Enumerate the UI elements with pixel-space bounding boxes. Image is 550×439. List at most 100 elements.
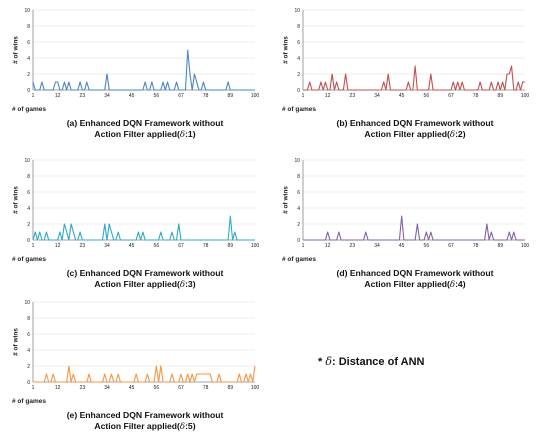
x-tick-label: 1 — [302, 243, 305, 249]
y-axis-label: # of wins — [13, 186, 20, 214]
x-tick-label: 100 — [521, 243, 530, 249]
line-chart-c: # of wins 0 2 4 6 8 10 1 12 23 34 45 56 67 78 89 100 # of… — [12, 158, 259, 263]
note-text: : Distance of ANN — [331, 356, 425, 368]
x-axis-label: # of games — [12, 106, 46, 113]
x-tick-label: 1 — [32, 243, 35, 249]
series-line — [303, 65, 525, 91]
y-tick-label: 10 — [24, 158, 30, 164]
x-tick-label: 12 — [55, 385, 61, 391]
y-tick-label: 10 — [24, 300, 30, 306]
x-tick-label: 100 — [521, 93, 530, 99]
y-tick-label: 6 — [297, 190, 300, 196]
x-tick-label: 23 — [350, 243, 356, 249]
x-tick-label: 56 — [154, 243, 160, 249]
x-tick-label: 67 — [178, 243, 184, 249]
delta-legend-note: * δ: Distance of ANN — [318, 355, 424, 368]
x-tick-label: 56 — [154, 93, 160, 99]
y-tick-label: 2 — [297, 72, 300, 78]
x-tick-label: 12 — [325, 243, 331, 249]
x-tick-label: 1 — [32, 385, 35, 391]
y-tick-label: 0 — [297, 88, 300, 94]
caption-line2: Action Filter applied(δ:1) — [94, 129, 196, 140]
x-tick-label: 89 — [498, 243, 504, 249]
y-tick-label: 2 — [297, 222, 300, 228]
x-tick-label: 34 — [104, 243, 110, 249]
x-tick-label: 67 — [178, 385, 184, 391]
y-tick-label: 6 — [27, 40, 30, 46]
x-tick-label: 89 — [498, 93, 504, 99]
x-tick-label: 1 — [32, 93, 35, 99]
y-tick-label: 2 — [27, 364, 30, 370]
series-line — [32, 215, 255, 241]
x-tick-label: 78 — [203, 243, 209, 249]
line-chart-a: # of wins 0 2 4 6 8 10 1 12 23 34 45 56 67 78 89 100 # of… — [12, 8, 260, 113]
x-tick-label: 12 — [55, 93, 61, 99]
x-tick-label: 100 — [251, 93, 260, 99]
y-tick-label: 6 — [27, 190, 30, 196]
x-tick-label: 56 — [154, 385, 160, 391]
x-tick-label: 45 — [129, 243, 135, 249]
series-line — [32, 49, 255, 91]
y-tick-label: 8 — [27, 174, 30, 180]
chart-panel-d: # of wins 0 2 4 6 8 10 1 12 23 34 45 56 67 78 89 100 # of… — [280, 150, 550, 292]
y-tick-label: 4 — [297, 206, 300, 212]
x-tick-label: 34 — [374, 93, 380, 99]
x-tick-label: 67 — [448, 93, 454, 99]
y-axis-label: # of wins — [283, 186, 290, 214]
x-tick-label: 23 — [80, 243, 86, 249]
y-axis-label: # of wins — [13, 328, 20, 356]
chart-caption-e: (e) Enhanced DQN Framework without Actio… — [10, 410, 280, 433]
y-tick-label: 0 — [27, 238, 30, 244]
y-tick-label: 4 — [27, 56, 30, 62]
chart-caption-d: (d) Enhanced DQN Framework without Actio… — [280, 268, 550, 291]
x-tick-label: 78 — [203, 93, 209, 99]
chart-caption-c: (c) Enhanced DQN Framework without Actio… — [10, 268, 280, 291]
x-tick-label: 67 — [178, 93, 184, 99]
x-tick-label: 67 — [448, 243, 454, 249]
x-axis-label: # of games — [282, 106, 316, 113]
x-tick-label: 89 — [228, 385, 234, 391]
x-tick-label: 34 — [104, 93, 110, 99]
x-tick-label: 45 — [399, 93, 405, 99]
y-tick-label: 0 — [27, 380, 30, 386]
y-axis-label: # of wins — [13, 36, 20, 64]
x-tick-label: 78 — [473, 93, 479, 99]
x-tick-label: 45 — [129, 93, 135, 99]
x-tick-label: 23 — [80, 385, 86, 391]
y-tick-label: 10 — [24, 8, 30, 14]
x-tick-label: 89 — [228, 93, 234, 99]
x-tick-label: 12 — [55, 243, 61, 249]
x-tick-label: 89 — [228, 243, 234, 249]
y-tick-label: 10 — [294, 8, 300, 14]
y-tick-label: 6 — [27, 332, 30, 338]
chart-panel-e: # of wins 0 2 4 6 8 10 1 12 23 34 45 56 67 78 89 100 # of… — [10, 292, 280, 434]
x-tick-label: 56 — [424, 243, 430, 249]
y-tick-label: 10 — [294, 158, 300, 164]
x-tick-label: 12 — [325, 93, 331, 99]
chart-panel-a: # of wins 0 2 4 6 8 10 1 12 23 34 45 56 67 78 89 100 # of… — [10, 0, 280, 142]
y-tick-label: 8 — [297, 174, 300, 180]
caption-line1: (a) Enhanced DQN Framework without — [66, 118, 224, 128]
series-line — [33, 365, 256, 383]
x-tick-label: 34 — [104, 385, 110, 391]
line-chart-b: # of wins 0 2 4 6 8 10 1 12 23 34 45 56 67 78 89 100 # of… — [282, 8, 530, 113]
x-tick-label: 34 — [374, 243, 380, 249]
note-symbol: δ — [325, 355, 332, 368]
x-tick-label: 78 — [203, 385, 209, 391]
chart-panel-c: # of wins 0 2 4 6 8 10 1 12 23 34 45 56 67 78 89 100 # of… — [10, 150, 280, 292]
caption-line2: Action Filter applied(δ:3) — [94, 279, 196, 290]
caption-line2: Action Filter applied(δ:5) — [94, 421, 196, 432]
caption-line2: Action Filter applied(δ:2) — [364, 129, 466, 140]
series-line — [303, 215, 525, 241]
x-axis-label: # of games — [282, 256, 316, 263]
y-tick-label: 4 — [297, 56, 300, 62]
caption-line1: (b) Enhanced DQN Framework without — [336, 118, 494, 128]
chart-caption-a: (a) Enhanced DQN Framework without Actio… — [10, 118, 280, 141]
y-tick-label: 4 — [27, 206, 30, 212]
y-tick-label: 8 — [27, 316, 30, 322]
line-chart-e: # of wins 0 2 4 6 8 10 1 12 23 34 45 56 67 78 89 100 # of… — [12, 300, 259, 405]
x-tick-label: 78 — [473, 243, 479, 249]
x-tick-label: 45 — [129, 385, 135, 391]
y-axis-label: # of wins — [283, 36, 290, 64]
chart-caption-b: (b) Enhanced DQN Framework without Actio… — [280, 118, 550, 141]
